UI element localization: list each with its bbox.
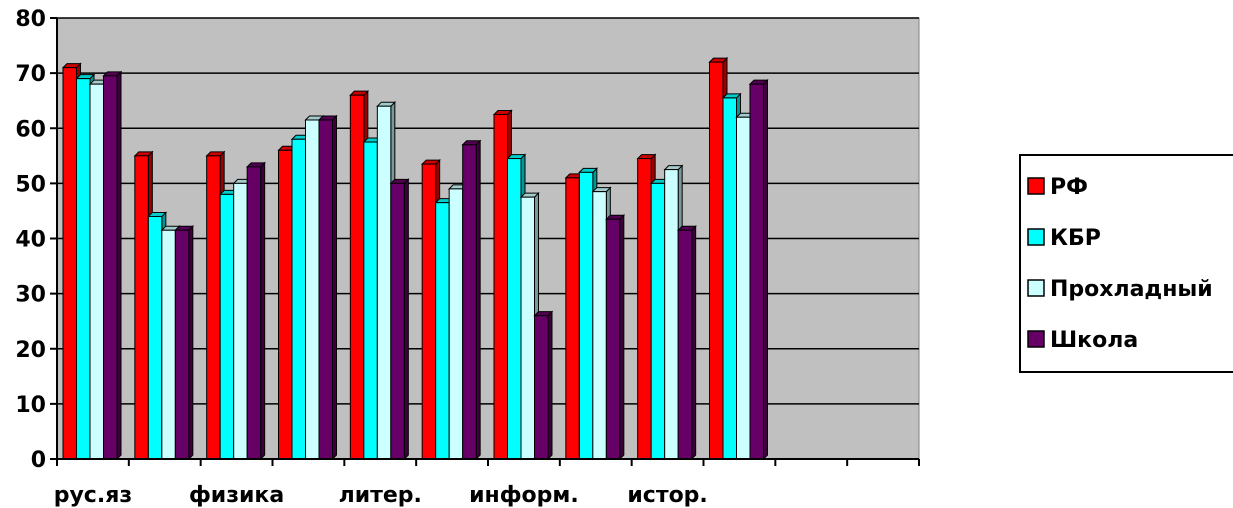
legend-swatch — [1027, 177, 1045, 195]
legend-swatch — [1027, 279, 1045, 297]
y-tick-label: 80 — [15, 7, 46, 32]
y-tick-label: 0 — [31, 448, 46, 473]
y-tick-label: 40 — [15, 228, 46, 253]
x-tick-label: физика — [189, 483, 284, 508]
y-tick-label: 60 — [15, 117, 46, 142]
bar — [676, 225, 697, 461]
legend-label: РФ — [1050, 175, 1088, 200]
bar — [174, 225, 195, 461]
bar — [245, 161, 266, 461]
y-tick-label: 20 — [15, 338, 46, 363]
legend-item: Прохладный — [1027, 277, 1213, 302]
y-tick-label: 50 — [15, 172, 46, 197]
legend-label: КБР — [1050, 226, 1101, 251]
x-tick-label: информ. — [469, 483, 579, 508]
legend-label: Прохладный — [1050, 277, 1213, 302]
x-tick-label: истор. — [627, 483, 707, 508]
legend-item: Школа — [1027, 328, 1138, 353]
legend-swatch — [1027, 330, 1045, 348]
y-tick-label: 70 — [15, 62, 46, 87]
bar — [389, 178, 410, 461]
bar — [605, 213, 626, 461]
gridlines — [57, 17, 919, 405]
bar — [533, 310, 554, 461]
x-tick-label: литер. — [339, 483, 422, 508]
y-tick-label: 30 — [15, 283, 46, 308]
bar — [461, 139, 482, 461]
bars — [61, 56, 769, 461]
legend: РФ КБР Прохладный Школа — [1019, 154, 1233, 373]
legend-box — [1019, 154, 1233, 373]
legend-item: РФ — [1027, 175, 1088, 200]
legend-label: Школа — [1050, 328, 1138, 353]
y-axis-ticks: 0 10 20 30 40 50 60 70 80 — [15, 7, 57, 473]
y-tick-label: 10 — [15, 393, 46, 418]
legend-item: КБР — [1027, 226, 1101, 251]
legend-swatch — [1027, 228, 1045, 246]
bar — [317, 114, 338, 461]
bar — [102, 70, 123, 461]
x-axis-ticks: рус.яз физика литер. информ. истор. — [54, 459, 920, 508]
bar — [748, 78, 769, 461]
x-tick-label: рус.яз — [54, 483, 132, 508]
